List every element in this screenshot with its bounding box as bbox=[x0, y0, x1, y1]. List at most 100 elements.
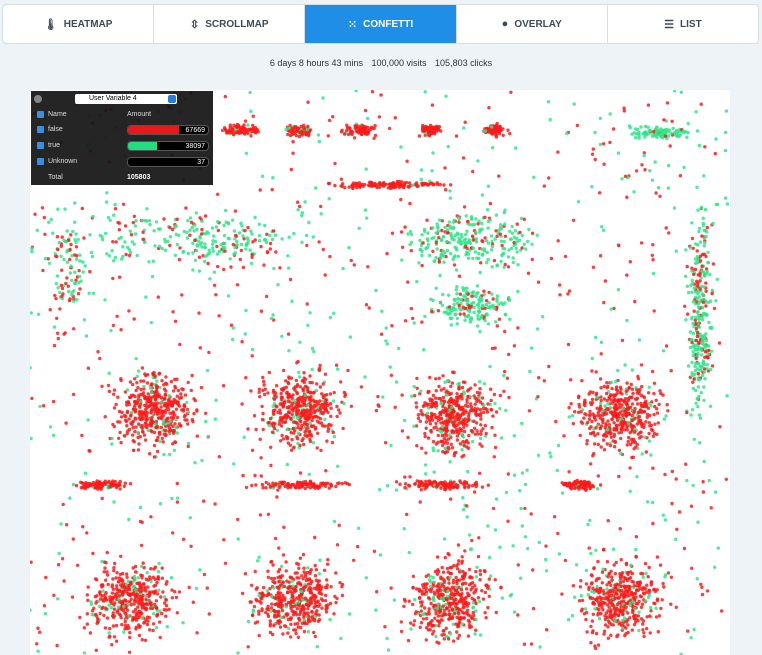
click-dot bbox=[231, 218, 235, 222]
click-dot bbox=[603, 614, 607, 618]
tab[interactable]: ⁙ CONFETTI bbox=[305, 5, 457, 43]
click-dot bbox=[626, 407, 630, 411]
click-dot bbox=[116, 605, 121, 609]
tab[interactable]: ⇳ SCROLLMAP bbox=[154, 5, 306, 43]
click-dot bbox=[154, 599, 159, 603]
click-dot bbox=[83, 471, 88, 475]
click-dot bbox=[278, 625, 283, 629]
click-dot bbox=[325, 439, 329, 443]
click-dot bbox=[303, 420, 307, 424]
click-dot bbox=[472, 591, 476, 595]
click-dot bbox=[569, 402, 573, 406]
click-dot bbox=[456, 382, 460, 386]
click-dot bbox=[591, 596, 595, 601]
click-dot bbox=[606, 609, 610, 613]
click-dot bbox=[308, 571, 312, 576]
click-dot bbox=[112, 388, 117, 392]
click-dot bbox=[602, 397, 607, 401]
click-dot bbox=[159, 425, 163, 430]
click-dot bbox=[589, 462, 593, 466]
click-dot bbox=[259, 596, 263, 600]
click-dot bbox=[288, 277, 293, 282]
click-dot bbox=[579, 484, 583, 488]
click-dot bbox=[135, 374, 139, 379]
click-dot bbox=[270, 430, 275, 434]
click-dot bbox=[542, 184, 546, 188]
click-dot bbox=[315, 645, 319, 649]
click-dot bbox=[622, 428, 627, 432]
click-dot bbox=[452, 564, 456, 568]
click-dot bbox=[567, 415, 571, 419]
click-dot bbox=[428, 422, 433, 426]
click-dot bbox=[207, 350, 211, 355]
click-dot bbox=[492, 392, 497, 397]
tab[interactable]: ● OVERLAY bbox=[457, 5, 608, 43]
click-dot bbox=[300, 423, 304, 428]
click-dot bbox=[426, 622, 431, 626]
click-dot bbox=[253, 473, 257, 478]
click-dot bbox=[123, 414, 128, 419]
click-dot bbox=[444, 602, 448, 607]
click-dot bbox=[231, 326, 235, 330]
tab[interactable]: 🌡︎ HEATMAP bbox=[3, 5, 155, 43]
click-dot bbox=[278, 574, 282, 579]
click-dot bbox=[507, 248, 511, 252]
click-dot bbox=[62, 579, 66, 583]
click-dot bbox=[268, 630, 273, 635]
click-dot bbox=[241, 265, 246, 270]
click-dot bbox=[605, 386, 609, 390]
click-dot bbox=[647, 431, 651, 436]
click-dot bbox=[309, 432, 313, 437]
click-dot bbox=[264, 610, 268, 615]
click-dot bbox=[340, 582, 345, 587]
click-dot bbox=[629, 563, 633, 567]
click-dot bbox=[619, 428, 624, 432]
click-dot bbox=[296, 425, 300, 430]
click-dot bbox=[284, 569, 288, 573]
tab[interactable]: ☰ LIST bbox=[608, 5, 758, 43]
click-dot bbox=[135, 592, 139, 597]
click-dot bbox=[158, 609, 162, 613]
click-dot bbox=[258, 599, 262, 604]
click-dot bbox=[590, 356, 594, 361]
click-dot bbox=[666, 409, 670, 413]
click-dot bbox=[606, 619, 611, 623]
click-dot bbox=[151, 395, 155, 399]
click-dot bbox=[443, 537, 447, 541]
click-dot bbox=[630, 413, 634, 418]
click-dot bbox=[149, 410, 153, 415]
click-dot bbox=[414, 610, 418, 614]
click-dot bbox=[157, 561, 161, 566]
click-dot bbox=[144, 424, 148, 429]
click-dot bbox=[153, 391, 157, 395]
click-dot bbox=[455, 434, 460, 438]
click-dot bbox=[327, 197, 331, 201]
click-dot bbox=[605, 587, 609, 591]
click-dot bbox=[585, 630, 589, 634]
click-dot bbox=[300, 379, 304, 383]
click-dot bbox=[556, 443, 561, 448]
click-dot bbox=[450, 591, 454, 595]
click-dot bbox=[399, 145, 403, 149]
click-dot bbox=[324, 610, 329, 614]
click-dot bbox=[429, 411, 434, 416]
click-dot bbox=[490, 146, 495, 150]
click-dot bbox=[306, 100, 310, 104]
click-dot bbox=[431, 575, 435, 580]
click-dot bbox=[190, 373, 194, 378]
click-dot bbox=[397, 346, 401, 351]
click-dot bbox=[431, 151, 435, 155]
click-dot bbox=[291, 584, 295, 588]
click-dot bbox=[592, 452, 596, 456]
click-dot bbox=[455, 606, 459, 611]
click-dot bbox=[665, 403, 669, 407]
click-dot bbox=[249, 600, 253, 604]
click-dot bbox=[471, 169, 475, 174]
click-dot bbox=[163, 595, 167, 599]
click-dot bbox=[487, 106, 491, 110]
click-dot bbox=[309, 395, 313, 399]
click-dot bbox=[485, 208, 490, 212]
click-dot bbox=[140, 423, 144, 428]
click-dot bbox=[579, 420, 583, 424]
click-dot bbox=[249, 109, 253, 113]
